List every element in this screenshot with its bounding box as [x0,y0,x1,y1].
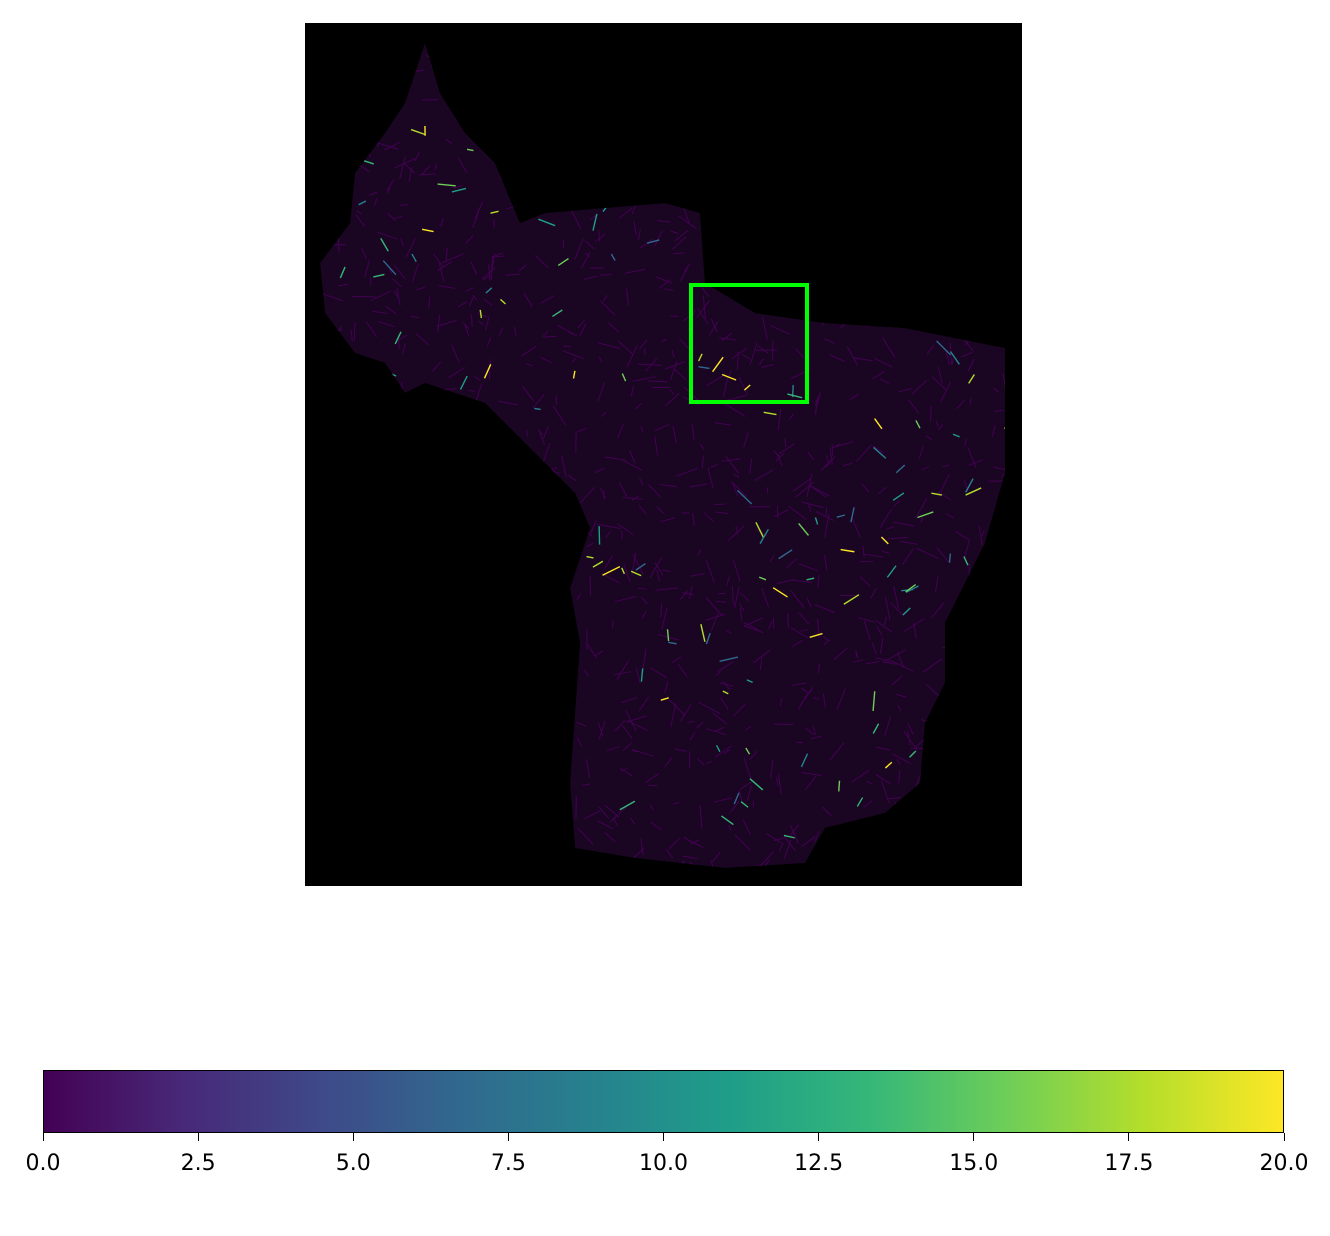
colorbar-tick [197,1133,199,1141]
colorbar-tick [973,1133,975,1141]
colorbar-tick [352,1133,354,1141]
colorbar-tick [42,1133,44,1141]
colorbar-tick-label: 2.5 [180,1151,216,1176]
colorbar-tick [1128,1133,1130,1141]
colorbar-axis: 0.0 2.5 5.0 7.5 10.0 12.5 15.0 17.5 20.0 [26,1133,1308,1193]
colorbar-tick-label: 12.5 [794,1151,844,1176]
colorbar-tick-label: 20.0 [1259,1151,1309,1176]
colorbar-tick-label: 17.5 [1104,1151,1154,1176]
colorbar-tick [507,1133,509,1141]
colorbar [43,1070,1284,1133]
colorbar-tick [818,1133,820,1141]
road-network-map [320,43,1005,868]
colorbar-tick-label: 15.0 [949,1151,999,1176]
colorbar-tick [1283,1133,1285,1141]
colorbar-tick-label: 7.5 [490,1151,526,1176]
colorbar-tick-label: 5.0 [335,1151,371,1176]
road-network [320,43,1005,868]
highlight-box [689,283,809,404]
colorbar-tick [663,1133,664,1141]
colorbar-tick-label: 10.0 [639,1151,688,1176]
colorbar-tick-label: 0.0 [25,1151,61,1176]
map-panel [305,23,1022,886]
